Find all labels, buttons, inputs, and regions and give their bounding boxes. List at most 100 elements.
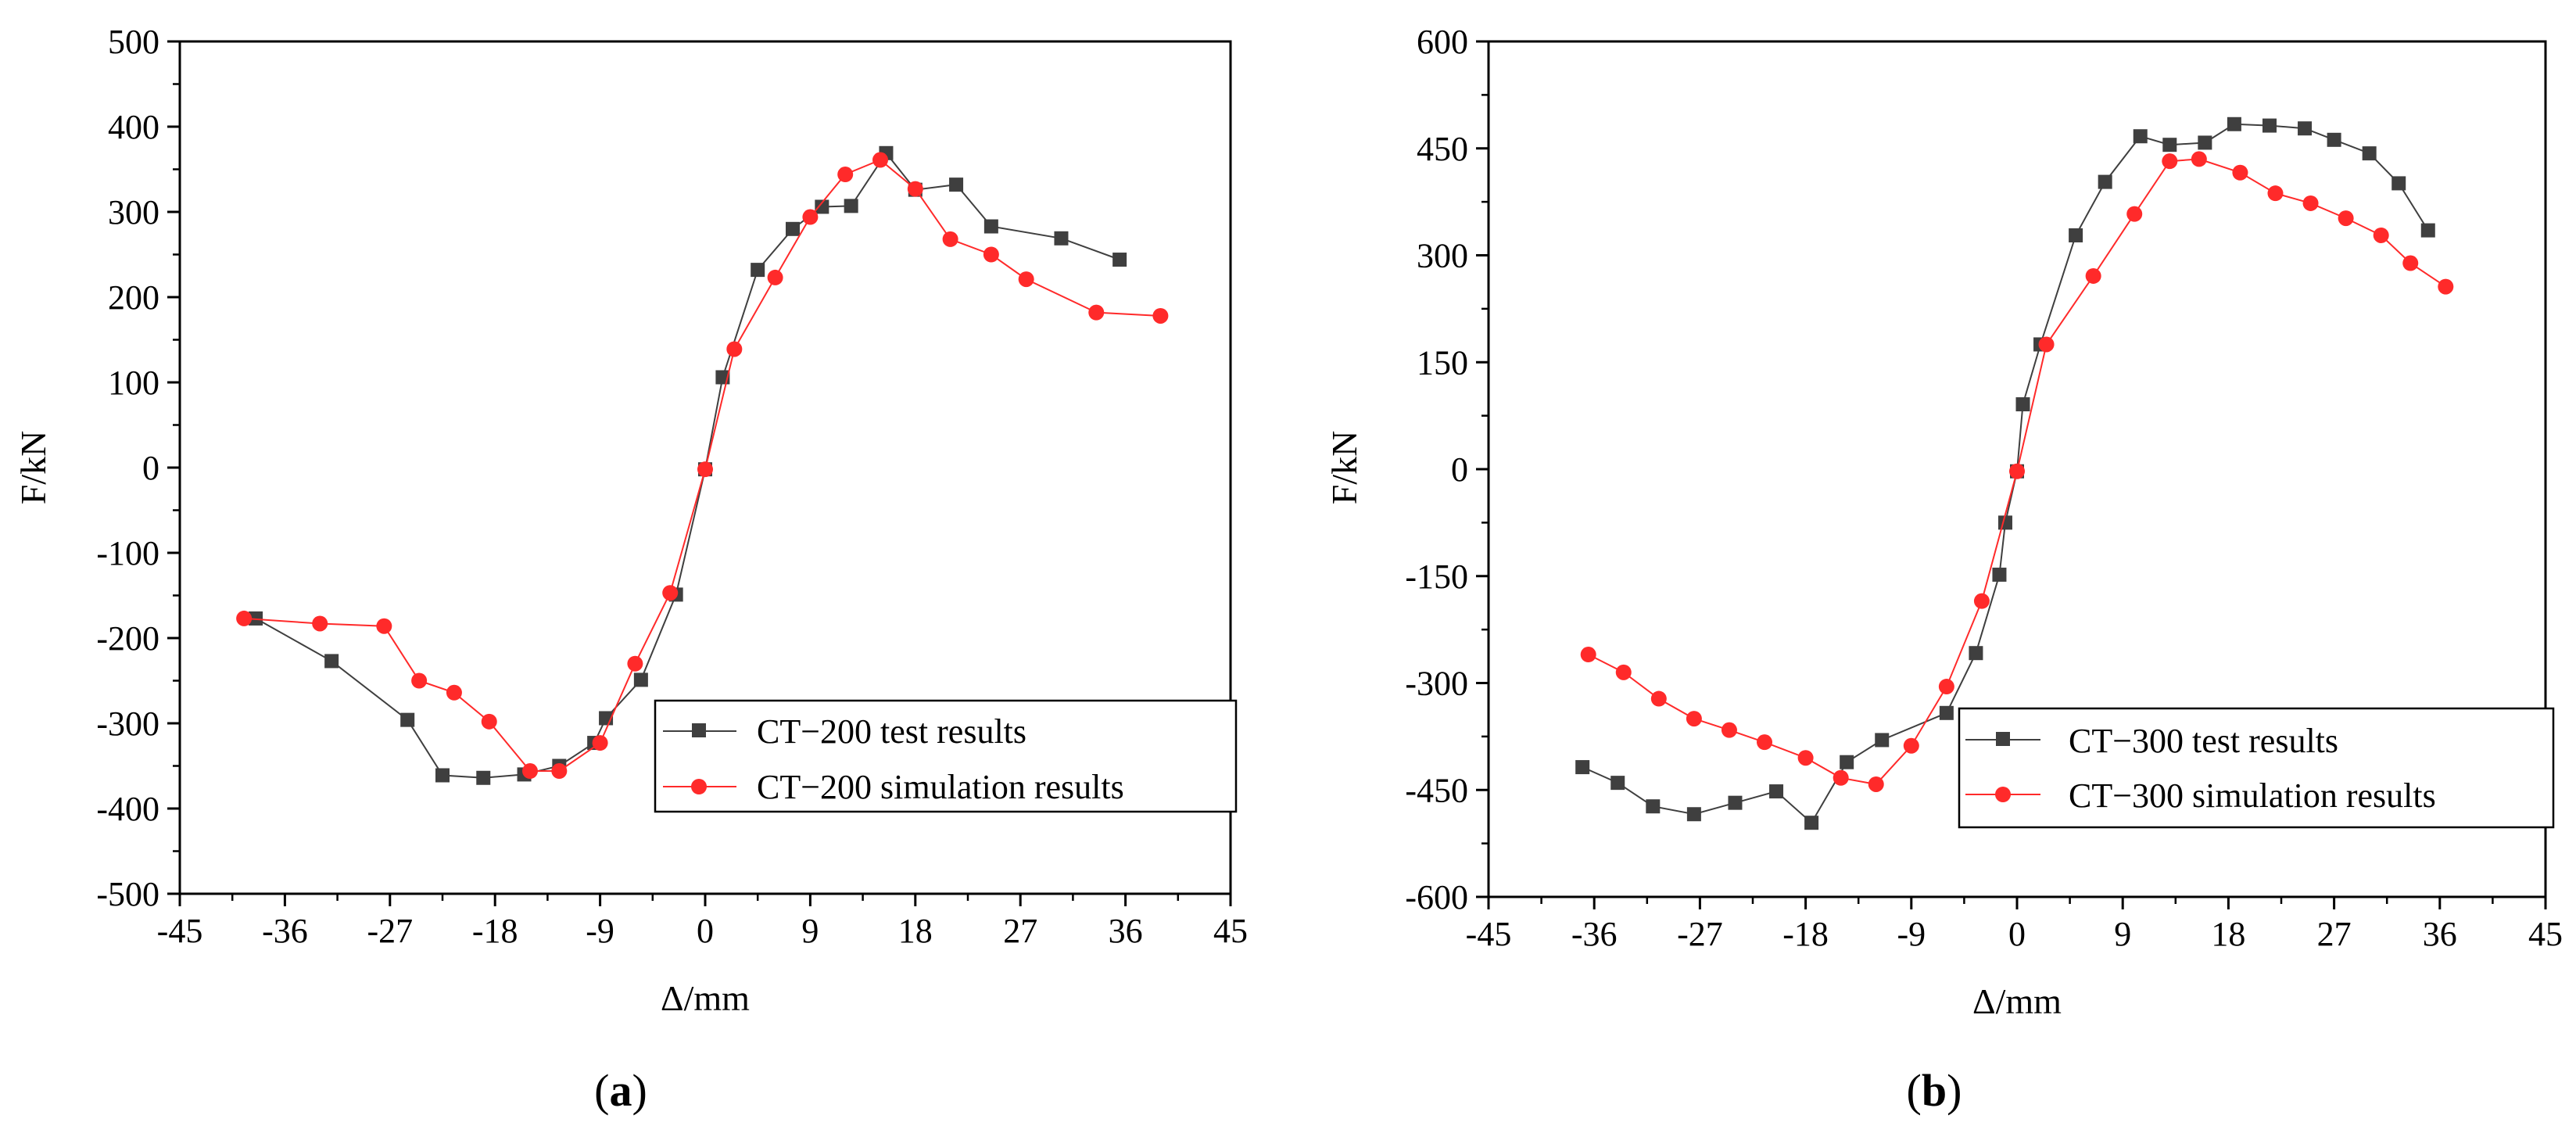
- y-axis-label: F/kN: [13, 431, 53, 505]
- y-tick-label: 400: [108, 108, 159, 146]
- data-point-simulation: [2038, 336, 2055, 353]
- legend-marker-square: [1996, 732, 2010, 746]
- data-point-simulation: [627, 655, 643, 672]
- data-point-simulation: [1868, 776, 1884, 792]
- data-point-test: [324, 654, 339, 669]
- data-point-test: [1997, 515, 2012, 530]
- y-tick-label: 200: [108, 278, 159, 317]
- data-point-simulation: [726, 341, 743, 357]
- x-tick-label: 27: [1003, 912, 1037, 950]
- data-point-test: [2420, 223, 2435, 238]
- data-point-simulation: [411, 672, 428, 689]
- data-point-simulation: [2162, 153, 2178, 170]
- x-axis: -45 -36 -27 -18 -9 0 9 18 27 36 45: [1466, 897, 2563, 953]
- data-point-simulation: [1938, 679, 1954, 695]
- y-tick-label: 300: [108, 193, 159, 231]
- legend-marker-square: [692, 723, 706, 737]
- data-point-test: [1686, 807, 1701, 822]
- data-point-test: [2327, 132, 2341, 147]
- y-tick-label: -400: [96, 790, 159, 828]
- data-point-test: [2198, 135, 2212, 150]
- x-tick-label: -18: [1782, 915, 1829, 953]
- data-point-simulation: [2302, 195, 2319, 211]
- data-point-simulation: [662, 585, 679, 601]
- x-tick-label: -27: [367, 912, 413, 950]
- data-point-test: [1875, 733, 1890, 748]
- x-tick-label: 9: [2114, 915, 2131, 953]
- data-point-simulation: [2232, 164, 2248, 181]
- x-tick-label: 45: [1213, 912, 1248, 950]
- data-point-simulation: [1088, 304, 1105, 321]
- data-point-simulation: [2126, 206, 2143, 222]
- x-tick-label: 18: [2211, 915, 2245, 953]
- x-tick-label: -45: [157, 912, 203, 950]
- x-tick-label: -9: [586, 912, 614, 950]
- x-tick-label: -18: [472, 912, 518, 950]
- x-axis: -45 -36 -27 -18 -9 0 9 18 27 36 45: [157, 894, 1248, 950]
- x-tick-label: 18: [898, 912, 933, 950]
- data-point-simulation: [1757, 734, 1773, 751]
- data-point-test: [1840, 755, 1854, 769]
- data-point-simulation: [551, 763, 568, 780]
- x-tick-label: 9: [801, 912, 819, 950]
- data-point-simulation: [767, 269, 783, 285]
- data-point-simulation: [2373, 227, 2389, 243]
- data-point-simulation: [872, 152, 888, 168]
- y-tick-label: -200: [96, 619, 159, 658]
- legend-label-test: CT−200 test results: [757, 712, 1026, 751]
- y-tick-label: -300: [1405, 665, 1468, 703]
- x-tick-label: 36: [1109, 912, 1143, 950]
- data-point-simulation: [1903, 737, 1919, 754]
- data-point-test: [1610, 776, 1625, 791]
- data-point-simulation: [376, 618, 392, 634]
- data-point-test: [949, 178, 964, 192]
- data-point-simulation: [2191, 151, 2207, 167]
- data-point-simulation: [592, 735, 608, 751]
- data-point-test: [633, 672, 648, 687]
- y-tick-label: -150: [1405, 558, 1468, 596]
- data-point-test: [2227, 117, 2241, 131]
- y-axis: -500 -400 -300 -200 -100 0 100 200 300 400 500: [96, 23, 180, 913]
- data-point-simulation: [983, 246, 999, 263]
- series-line-test: [1582, 123, 2429, 824]
- data-point-simulation: [1721, 722, 1737, 738]
- panel-label-b: (b): [1907, 1065, 1962, 1116]
- x-axis-label: Δ/mm: [661, 978, 750, 1018]
- data-point-simulation: [236, 610, 253, 626]
- series-group: [236, 145, 1169, 785]
- data-point-simulation: [1152, 307, 1169, 324]
- y-tick-label: -500: [96, 875, 159, 913]
- data-point-test: [983, 219, 998, 234]
- x-axis-label: Δ/mm: [1972, 981, 2062, 1021]
- panel-letter-a: a: [610, 1065, 632, 1116]
- data-point-simulation: [2267, 185, 2284, 202]
- x-tick-label: 36: [2423, 915, 2457, 953]
- data-point-test: [2015, 397, 2030, 412]
- data-point-simulation: [2438, 278, 2454, 295]
- data-point-simulation: [2085, 267, 2101, 284]
- x-tick-label: 0: [697, 912, 714, 950]
- panel-label-a: (a): [594, 1065, 647, 1116]
- y-tick-label: 600: [1417, 23, 1468, 61]
- y-tick-label: -300: [96, 705, 159, 743]
- x-tick-label: 45: [2528, 915, 2563, 953]
- y-tick-label: 100: [108, 364, 159, 402]
- data-point-test: [1728, 795, 1743, 810]
- y-tick-label: 0: [142, 449, 159, 487]
- y-tick-label: 150: [1417, 343, 1468, 382]
- data-point-simulation: [1615, 664, 1632, 680]
- data-point-test: [2362, 146, 2377, 161]
- data-point-test: [815, 199, 829, 214]
- legend-label-simulation: CT−200 simulation results: [757, 768, 1124, 806]
- data-point-test: [2069, 228, 2083, 242]
- data-point-test: [1939, 705, 1954, 720]
- y-tick-label: -600: [1405, 878, 1468, 916]
- legend-box: [1958, 707, 2555, 829]
- data-point-test: [435, 768, 450, 783]
- data-point-test: [1054, 231, 1069, 246]
- legend-box: [654, 699, 1238, 813]
- data-point-simulation: [2402, 255, 2419, 271]
- data-point-simulation: [312, 615, 328, 632]
- legend: CT−200 test results CT−200 simulation re…: [654, 699, 1238, 813]
